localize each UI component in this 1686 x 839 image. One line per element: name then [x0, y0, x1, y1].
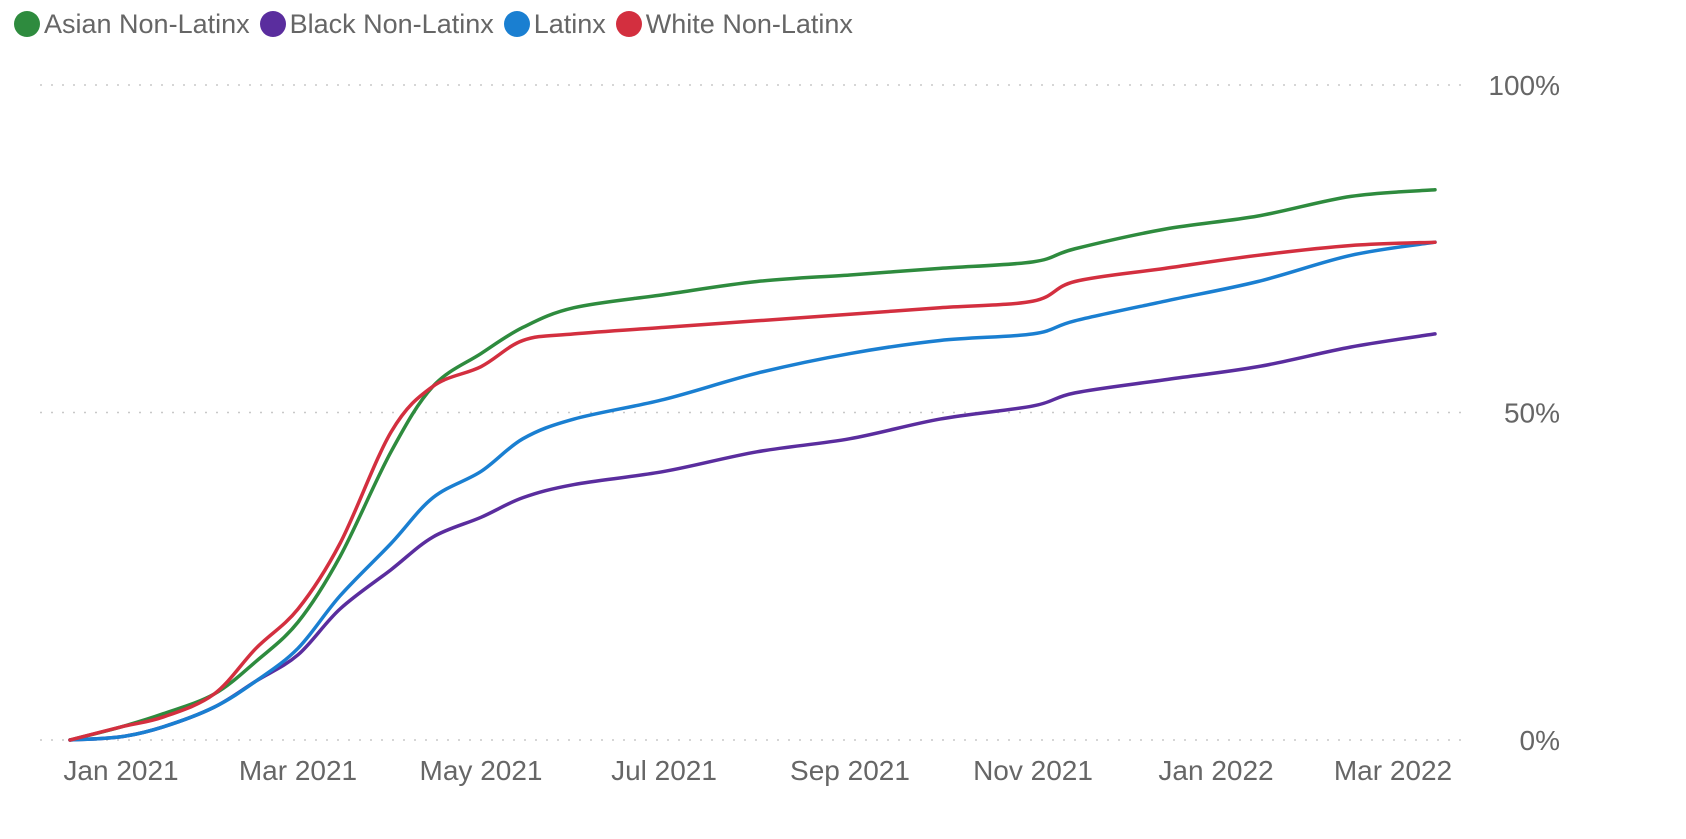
- x-axis-ticks: Jan 2021 Mar 2021 May 2021 Jul 2021 Sep 2021…: [63, 755, 1452, 786]
- series-line-asian-non-latinx[interactable]: [68, 188, 1437, 742]
- x-tick-label: Mar 2022: [1334, 755, 1452, 786]
- x-tick-label: Jan 2022: [1158, 755, 1273, 786]
- x-tick-label: Sep 2021: [790, 755, 910, 786]
- y-tick-label: 0%: [1520, 725, 1560, 756]
- legend-dot-asian: [14, 11, 40, 37]
- legend-item-black[interactable]: Black Non-Latinx: [259, 8, 494, 40]
- legend-label-latinx: Latinx: [533, 8, 606, 39]
- x-tick-label: Mar 2021: [239, 755, 357, 786]
- legend-item-asian[interactable]: Asian Non-Latinx: [14, 9, 250, 40]
- gridlines: [40, 84, 1465, 741]
- legend-label-asian: Asian Non-Latinx: [44, 8, 250, 39]
- legend-label-white: White Non-Latinx: [645, 8, 853, 39]
- x-tick-label: May 2021: [420, 755, 543, 786]
- x-tick-label: Jan 2021: [63, 755, 178, 786]
- series-lines: [68, 188, 1437, 742]
- y-tick-label: 50%: [1504, 398, 1560, 429]
- y-axis-ticks: 0% 50% 100%: [1488, 70, 1560, 756]
- legend-item-latinx[interactable]: Latinx: [503, 8, 606, 40]
- series-line-latinx[interactable]: [68, 240, 1437, 742]
- legend-label-black: Black Non-Latinx: [289, 8, 494, 39]
- series-line-white-non-latinx[interactable]: [68, 240, 1437, 742]
- legend-dot-white: [615, 11, 642, 37]
- y-tick-label: 100%: [1488, 70, 1560, 101]
- series-line-black-non-latinx[interactable]: [68, 332, 1437, 742]
- x-tick-label: Jul 2021: [611, 755, 717, 786]
- legend-dot-latinx: [503, 11, 530, 37]
- legend-dot-black: [259, 11, 286, 37]
- legend-item-white[interactable]: White Non-Latinx: [615, 8, 853, 40]
- x-tick-label: Nov 2021: [973, 755, 1093, 786]
- legend: Asian Non-Latinx Black Non-Latinx Latinx…: [14, 4, 853, 44]
